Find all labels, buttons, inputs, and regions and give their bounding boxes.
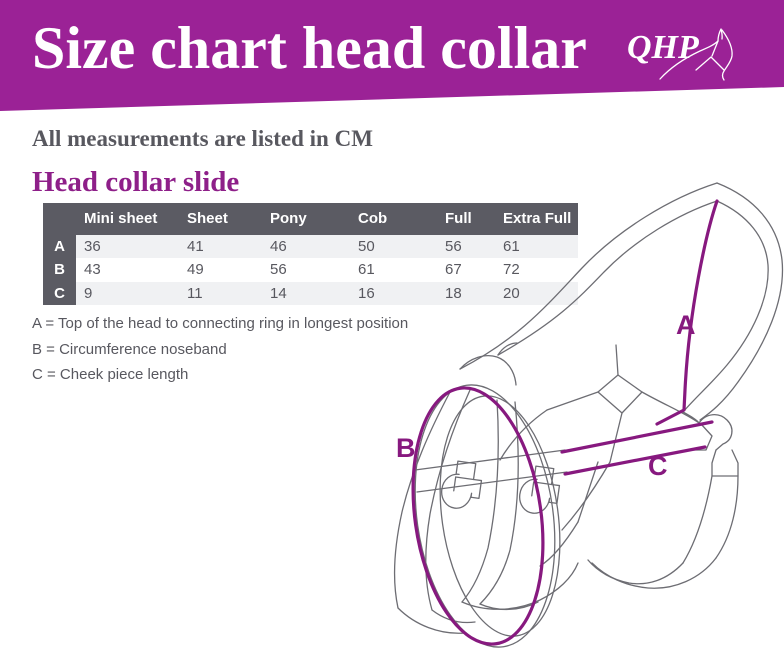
svg-text:QHP: QHP	[627, 29, 699, 66]
svg-text:A: A	[676, 310, 696, 340]
svg-text:C: C	[648, 451, 668, 481]
svg-text:B: B	[396, 433, 416, 463]
